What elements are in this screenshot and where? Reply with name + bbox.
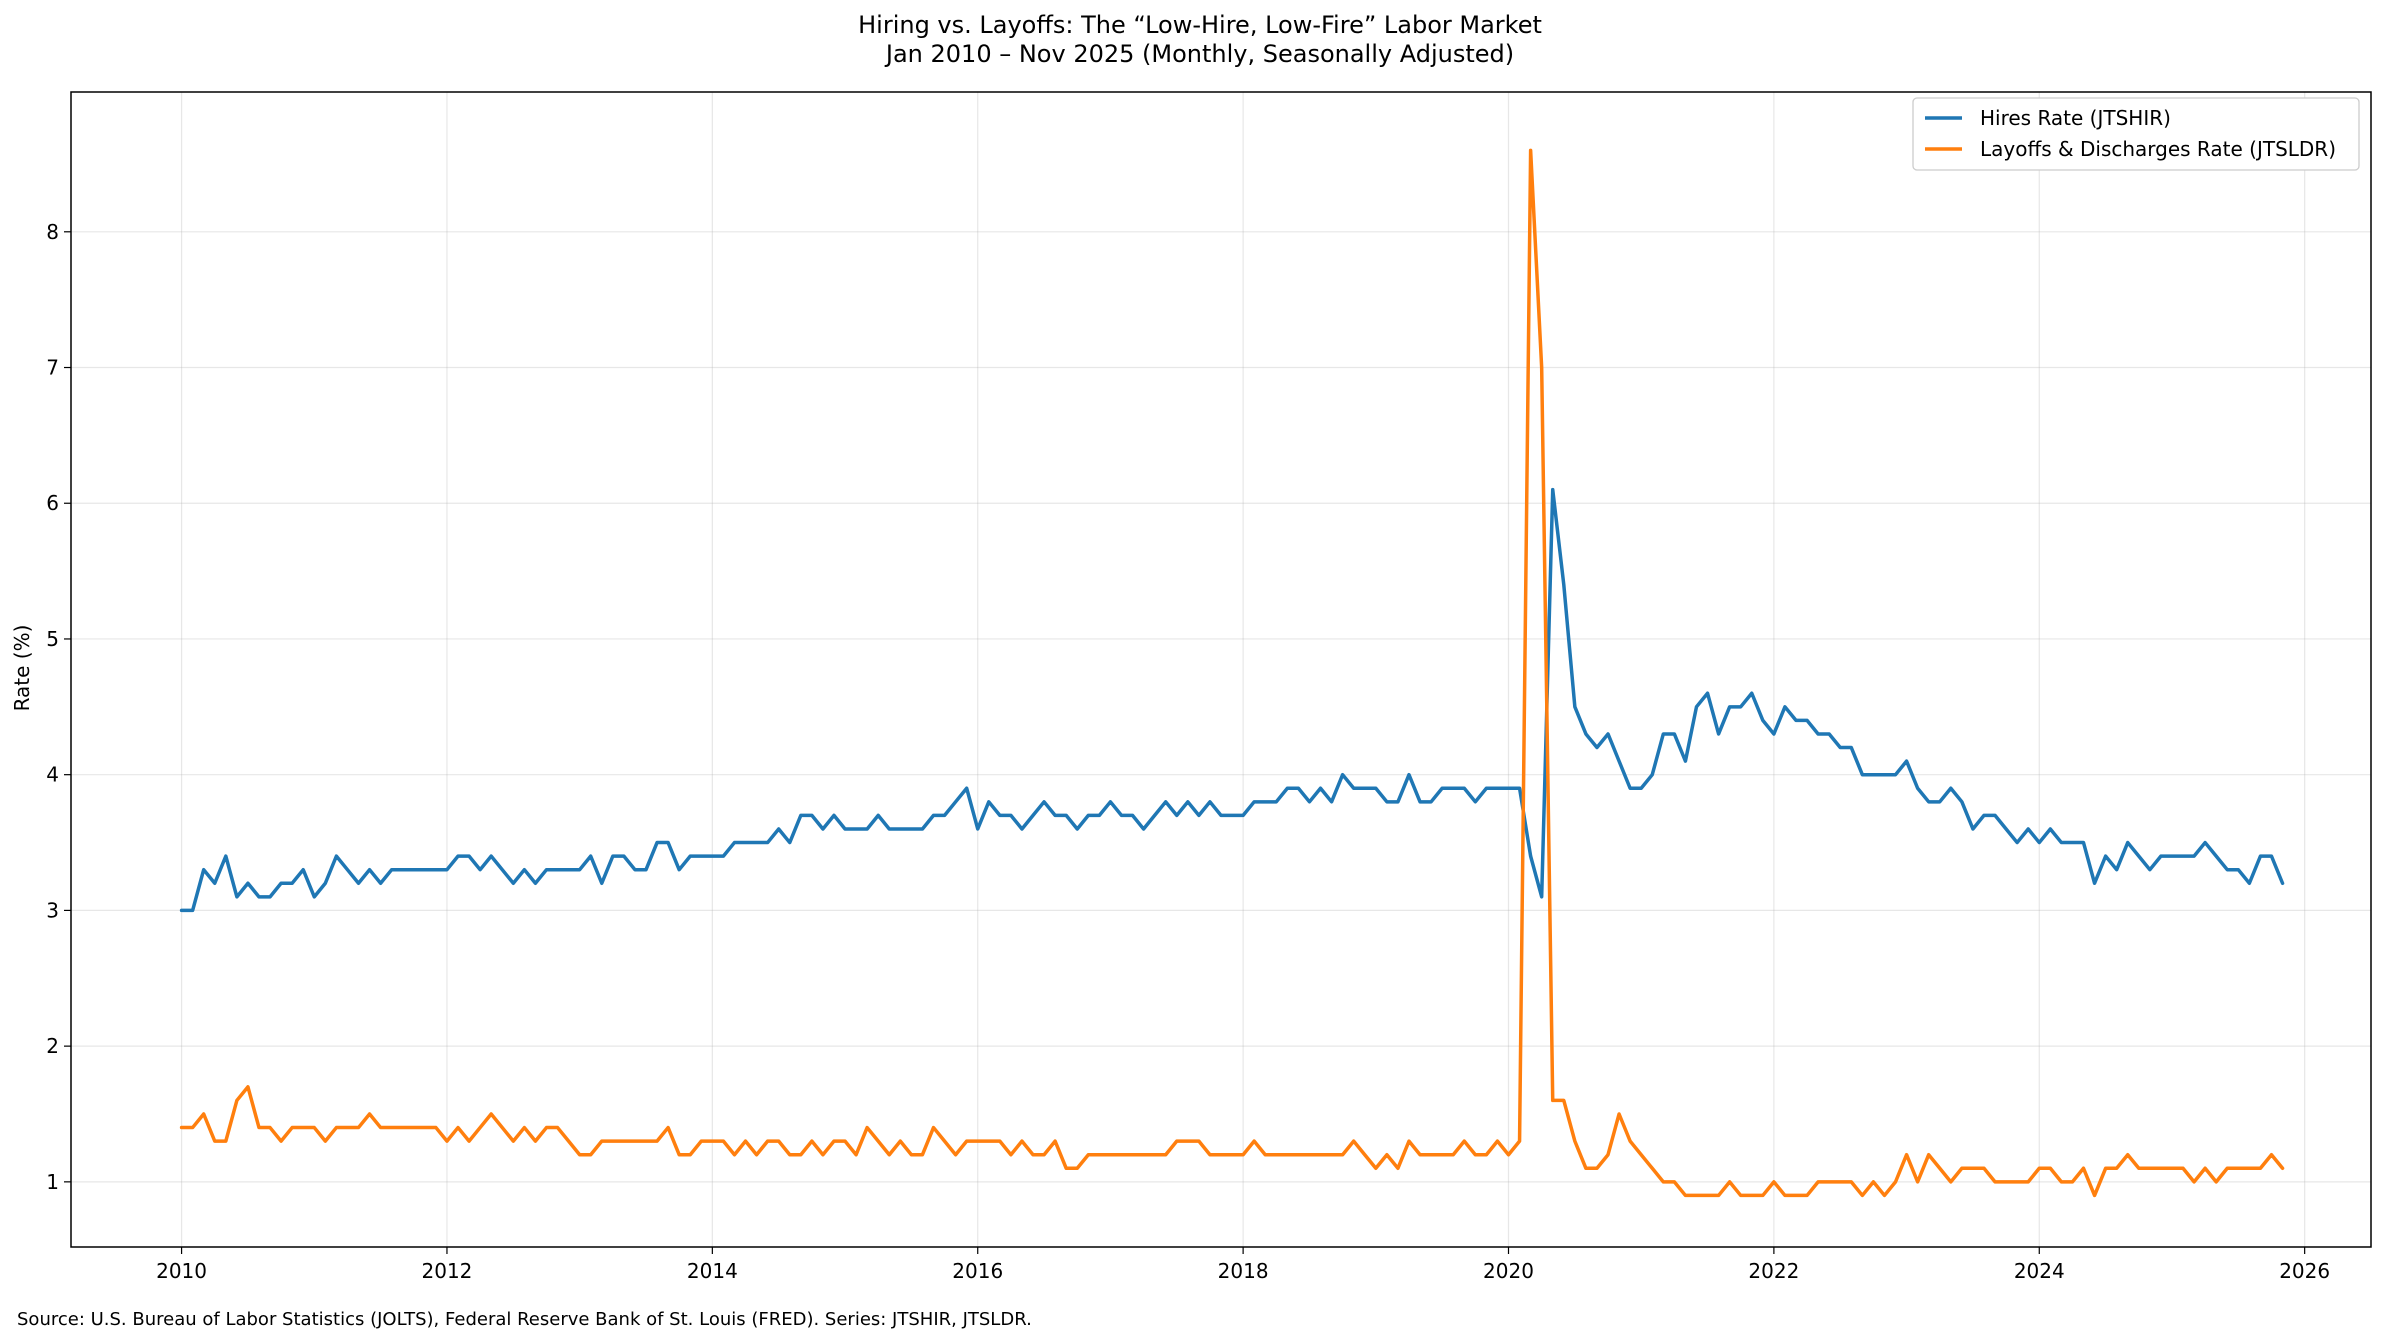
legend-label-layoffs: Layoffs & Discharges Rate (JTSLDR) [1980, 137, 2336, 161]
y-tick-label: 1 [46, 1170, 59, 1194]
chart-title: Hiring vs. Layoffs: The “Low-Hire, Low-F… [858, 11, 1542, 39]
ticks: 2010 2012 2014 2016 2018 2020 2022 2024 2026 1 2 3 4… [46, 220, 2330, 1283]
x-tick-label: 2016 [952, 1259, 1003, 1283]
y-tick-label: 5 [46, 627, 59, 651]
x-tick-label: 2024 [2014, 1259, 2065, 1283]
source-note: Source: U.S. Bureau of Labor Statistics … [17, 1309, 1032, 1330]
chart-subtitle: Jan 2010 – Nov 2025 (Monthly, Seasonally… [884, 40, 1514, 68]
legend: Hires Rate (JTSHIR) Layoffs & Discharges… [1912, 97, 2360, 171]
legend-box [1912, 97, 2360, 171]
y-tick-label: 2 [46, 1034, 59, 1058]
y-tick-label: 7 [46, 356, 59, 380]
x-tick-label: 2018 [1218, 1259, 1269, 1283]
layoffs-rate-line [179, 148, 2285, 1198]
legend-label-hires: Hires Rate (JTSHIR) [1980, 106, 2171, 130]
series-lines [179, 148, 2285, 1198]
y-tick-label: 6 [46, 491, 59, 515]
y-axis-label: Rate (%) [10, 625, 34, 712]
y-tick-label: 3 [46, 898, 59, 922]
x-tick-label: 2010 [156, 1259, 207, 1283]
hires-rate-line [179, 487, 2285, 913]
plot-frame [70, 91, 2372, 1248]
y-tick-label: 4 [46, 763, 59, 787]
x-tick-label: 2022 [1748, 1259, 1799, 1283]
x-tick-label: 2012 [422, 1259, 473, 1283]
x-tick-label: 2020 [1483, 1259, 1534, 1283]
x-tick-label: 2014 [687, 1259, 738, 1283]
x-tick-label: 2026 [2279, 1259, 2330, 1283]
y-tick-label: 8 [46, 220, 59, 244]
grid [71, 92, 2371, 1247]
